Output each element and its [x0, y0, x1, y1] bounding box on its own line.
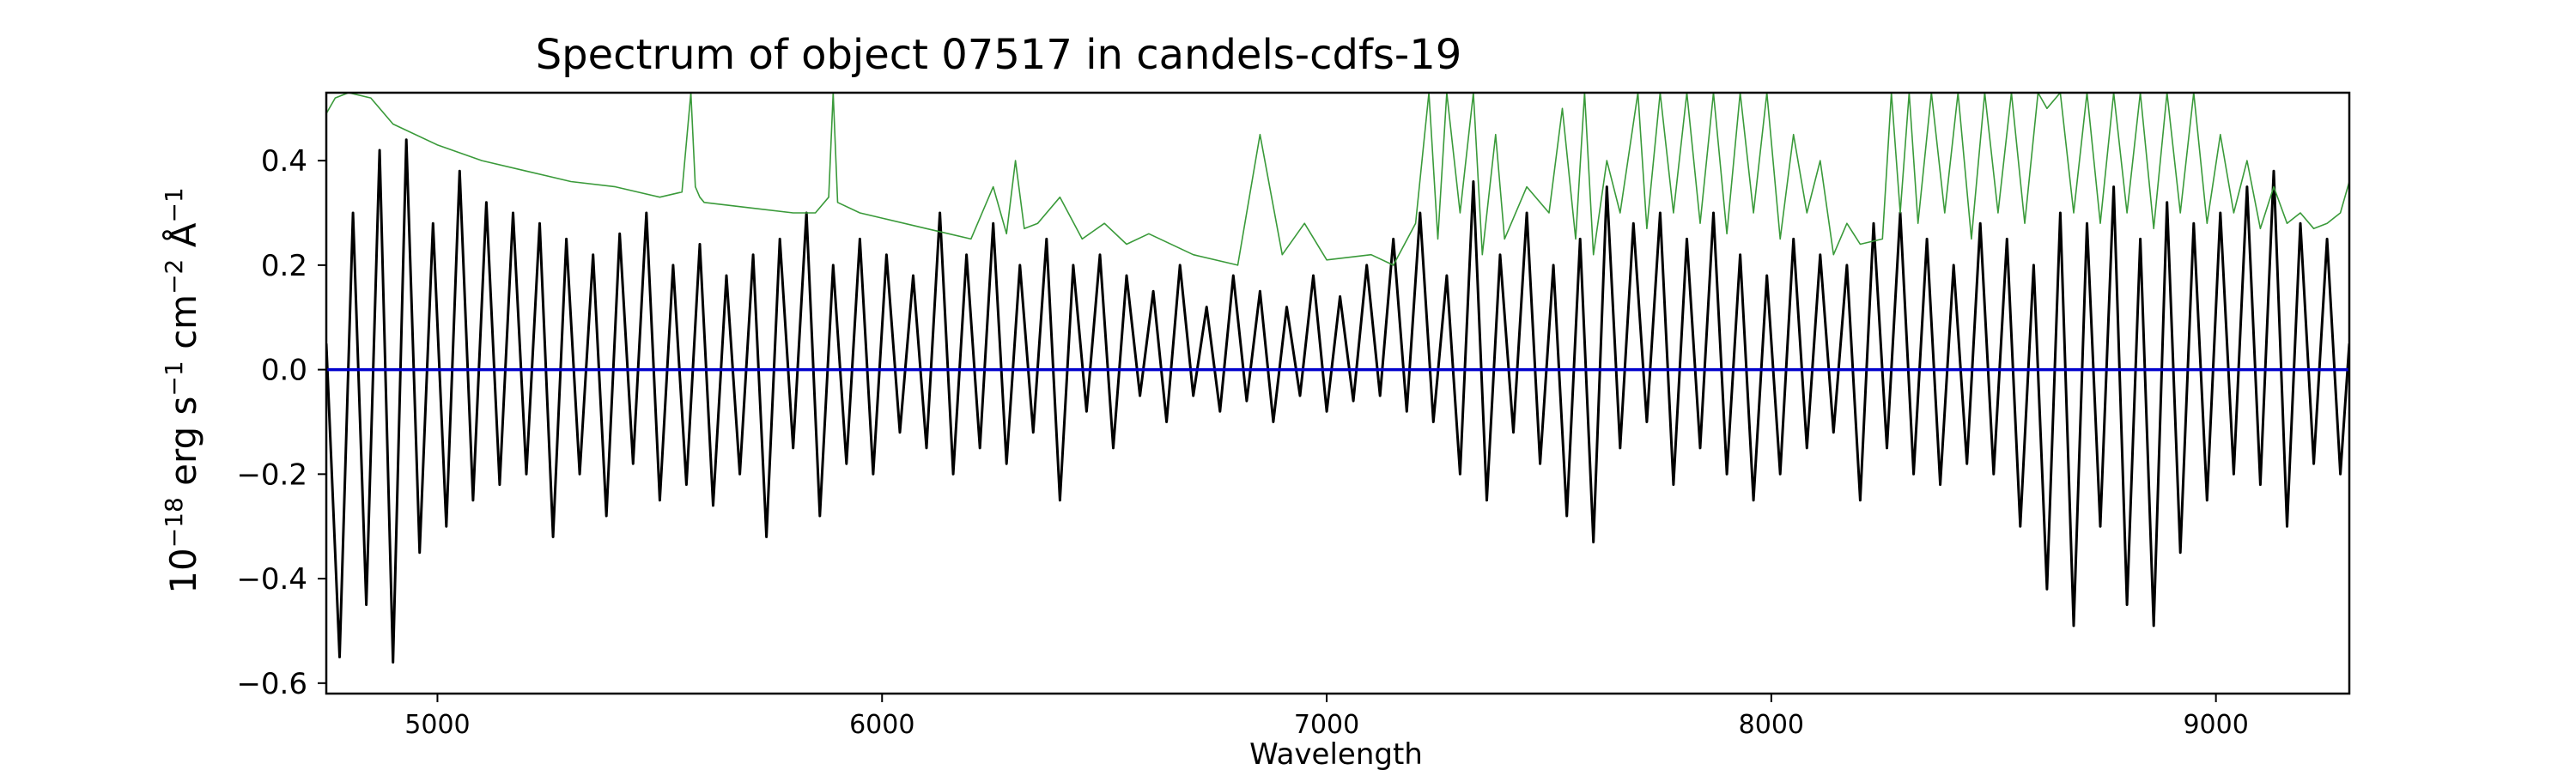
y-tick-label: 0.2: [261, 249, 307, 283]
y-label-base: 10: [162, 548, 204, 593]
plot-frame: [325, 91, 2351, 695]
y-tick-label: −0.2: [236, 458, 307, 492]
x-tick-label: 6000: [849, 710, 914, 740]
x-tick-label: 7000: [1294, 710, 1359, 740]
y-axis-label: 10−18 erg s−1 cm−2 Å−1: [160, 187, 205, 593]
y-tick-label: −0.6: [236, 667, 307, 701]
x-axis-label: Wavelength: [1249, 737, 1423, 772]
y-label-exp-ang: −1: [160, 187, 188, 222]
y-label-exp-s: −1: [160, 361, 188, 396]
y-label-cm: cm: [162, 294, 204, 361]
y-tick-label: 0.4: [261, 144, 307, 179]
error-series-line: [326, 93, 2349, 266]
flux-series-line: [326, 138, 2349, 664]
y-label-ang: Å: [161, 222, 204, 258]
y-label-erg: erg s: [162, 397, 204, 498]
chart-title: Spectrum of object 07517 in candels-cdfs…: [536, 31, 1462, 79]
x-tick-label: 8000: [1739, 710, 1804, 740]
y-label-exp-base: −18: [160, 497, 188, 548]
x-tick-label: 5000: [404, 710, 470, 740]
y-label-exp-cm: −2: [160, 259, 188, 294]
x-tick-label: 9000: [2183, 710, 2248, 740]
svg-text:10−18 erg s−1 cm−2 Å−1: 10−18 erg s−1 cm−2 Å−1: [160, 187, 205, 593]
y-tick-label: −0.4: [236, 562, 307, 597]
y-tick-label: 0.0: [261, 354, 307, 388]
